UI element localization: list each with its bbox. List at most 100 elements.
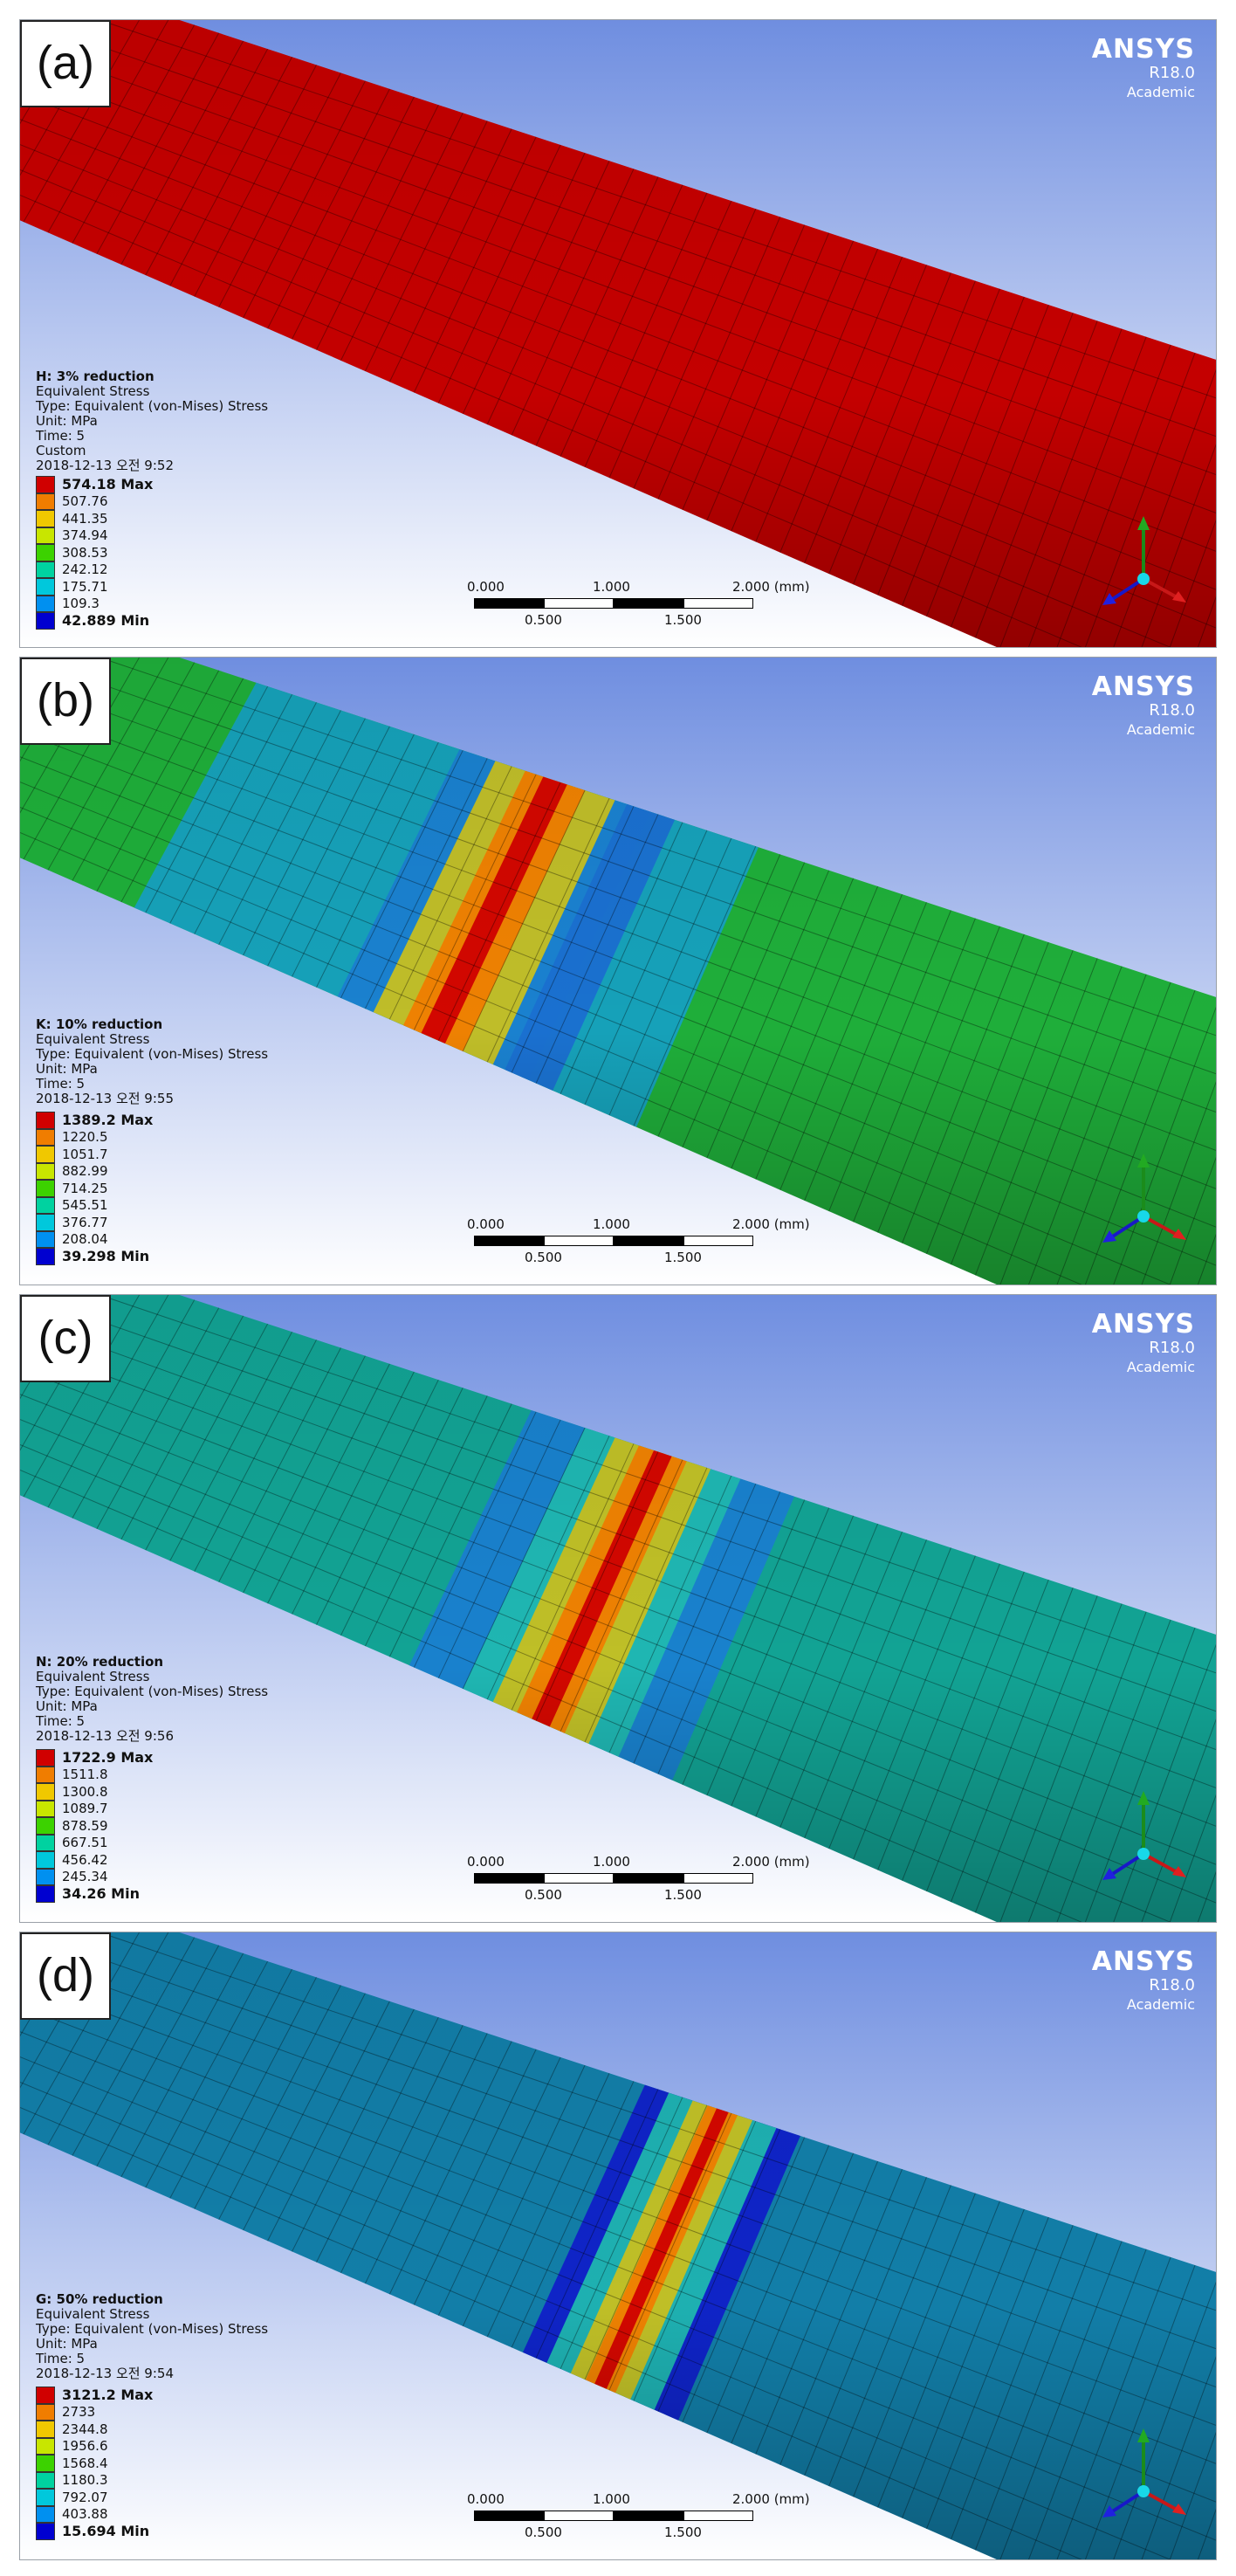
scale-label-3: 0.500: [525, 1250, 562, 1265]
scale-segment: [474, 2511, 544, 2521]
legend-swatch: [36, 1214, 55, 1231]
result-type: Type: Equivalent (von-Mises) Stress: [36, 1046, 269, 1062]
axis-triad-icon: [1102, 516, 1186, 605]
legend-entry: 1051.7: [36, 1146, 153, 1163]
legend-swatch: [36, 2387, 55, 2404]
stress-contour-plot: [20, 1932, 1216, 2559]
scale-segment: [683, 1873, 753, 1884]
color-legend: 574.18 Max 507.76 441.35 374.94 308.53 242.12…: [36, 476, 153, 630]
legend-entry: 1511.8: [36, 1766, 153, 1783]
ansys-brand: ANSYS R18.0 Academic: [1092, 673, 1195, 740]
scale-segment: [683, 1236, 753, 1246]
legend-swatch: [36, 527, 55, 544]
legend-value: 878.59: [62, 1817, 108, 1834]
legend-value: 1089.7: [62, 1801, 108, 1817]
scale-label-4: 1.500: [664, 1250, 702, 1265]
result-date: 2018-12-13 오전 9:52: [36, 458, 174, 473]
legend-swatch: [36, 1196, 55, 1214]
legend-value: 1389.2 Max: [62, 1112, 154, 1129]
legend-swatch: [36, 2523, 55, 2540]
brand-name: ANSYS: [1091, 672, 1195, 702]
legend-value: 34.26 Min: [62, 1885, 140, 1903]
legend-swatch: [36, 1851, 55, 1869]
legend-value: 545.51: [62, 1197, 108, 1214]
scale-segment: [544, 1236, 614, 1246]
legend-entry: 374.94: [36, 527, 153, 544]
legend-swatch: [36, 1128, 55, 1146]
scale-label-2: 2.000 (mm): [732, 2491, 810, 2507]
result-title: N: 20% reduction: [36, 1654, 164, 1670]
legend-value: 15.694 Min: [62, 2523, 150, 2540]
legend-value: 441.35: [62, 510, 108, 527]
result-info: H: 3% reduction Equivalent Stress Type: …: [36, 369, 268, 473]
color-legend: 1722.9 Max 1511.8 1300.8 1089.7 878.59 667.51…: [36, 1749, 153, 1903]
legend-value: 208.04: [62, 1231, 108, 1248]
legend-swatch: [36, 2505, 55, 2523]
brand-edition: Academic: [1126, 721, 1195, 738]
brand-edition: Academic: [1126, 84, 1195, 100]
legend-swatch: [36, 1749, 55, 1767]
legend-entry: 456.42: [36, 1851, 153, 1869]
legend-entry: 507.76: [36, 492, 153, 510]
legend-value: 308.53: [62, 544, 108, 561]
legend-entry: 1220.5: [36, 1128, 153, 1146]
legend-value: 792.07: [62, 2489, 108, 2505]
result-unit: Unit: MPa: [36, 1698, 98, 1714]
legend-entry: 545.51: [36, 1196, 153, 1214]
legend-entry: 878.59: [36, 1817, 153, 1835]
scale-bar: 0.000 1.000 2.000 (mm) 0.500 1.500: [467, 1216, 810, 1269]
legend-value: 1511.8: [62, 1767, 108, 1783]
result-unit: Unit: MPa: [36, 1061, 98, 1077]
legend-entry: 1389.2 Max: [36, 1112, 153, 1129]
color-legend: 1389.2 Max 1220.5 1051.7 882.99 714.25 545.51…: [36, 1112, 153, 1265]
legend-value: 1300.8: [62, 1783, 108, 1800]
legend-entry: 208.04: [36, 1230, 153, 1248]
legend-swatch: [36, 1800, 55, 1817]
legend-value: 39.298 Min: [62, 1248, 150, 1265]
scale-label-0: 0.000: [467, 2491, 505, 2507]
scale-label-1: 1.000: [593, 1216, 630, 1232]
pipe-shading: [20, 1295, 1216, 1922]
legend-entry: 792.07: [36, 2489, 153, 2506]
axis-triad-icon: [1102, 2428, 1186, 2517]
scale-label-2: 2.000 (mm): [732, 1216, 810, 1232]
legend-value: 3121.2 Max: [62, 2387, 154, 2404]
legend-swatch: [36, 1162, 55, 1180]
scale-bar: 0.000 1.000 2.000 (mm) 0.500 1.500: [467, 1854, 810, 1906]
legend-entry: 2344.8: [36, 2421, 153, 2438]
legend-swatch: [36, 1783, 55, 1801]
legend-entry: 714.25: [36, 1180, 153, 1197]
legend-swatch: [36, 476, 55, 493]
pipe-shading: [20, 1932, 1216, 2559]
scale-label-4: 1.500: [664, 2524, 702, 2540]
scale-label-0: 0.000: [467, 1854, 505, 1870]
legend-entry: 403.88: [36, 2505, 153, 2523]
legend-entry: 376.77: [36, 1214, 153, 1231]
legend-swatch: [36, 578, 55, 596]
legend-value: 2344.8: [62, 2421, 108, 2437]
result-date: 2018-12-13 오전 9:54: [36, 2366, 174, 2381]
legend-swatch: [36, 544, 55, 561]
panel-label: (d): [20, 1932, 111, 2020]
legend-value: 667.51: [62, 1835, 108, 1851]
result-panel-c: (c) ANSYS R18.0 Academic N: 20% reductio…: [19, 1294, 1217, 1923]
legend-swatch: [36, 1766, 55, 1783]
brand-version: R18.0: [1149, 64, 1195, 82]
legend-entry: 308.53: [36, 544, 153, 561]
legend-value: 403.88: [62, 2506, 108, 2523]
result-unit: Unit: MPa: [36, 413, 98, 429]
panel-label: (a): [20, 20, 111, 107]
legend-value: 109.3: [62, 596, 100, 612]
legend-swatch: [36, 2455, 55, 2472]
result-panel-a: (a) ANSYS R18.0 Academic H: 3% reduction…: [19, 19, 1217, 648]
brand-edition: Academic: [1126, 1359, 1195, 1375]
scale-segment: [614, 1873, 683, 1884]
axis-triad-icon: [1102, 1154, 1186, 1243]
brand-name: ANSYS: [1091, 1309, 1195, 1340]
axis-triad-icon: [1102, 1791, 1186, 1880]
scale-label-1: 1.000: [593, 2491, 630, 2507]
legend-value: 574.18 Max: [62, 476, 154, 493]
panel-label: (c): [20, 1295, 111, 1382]
scale-label-2: 2.000 (mm): [732, 579, 810, 595]
pipe-model: [20, 20, 1216, 647]
